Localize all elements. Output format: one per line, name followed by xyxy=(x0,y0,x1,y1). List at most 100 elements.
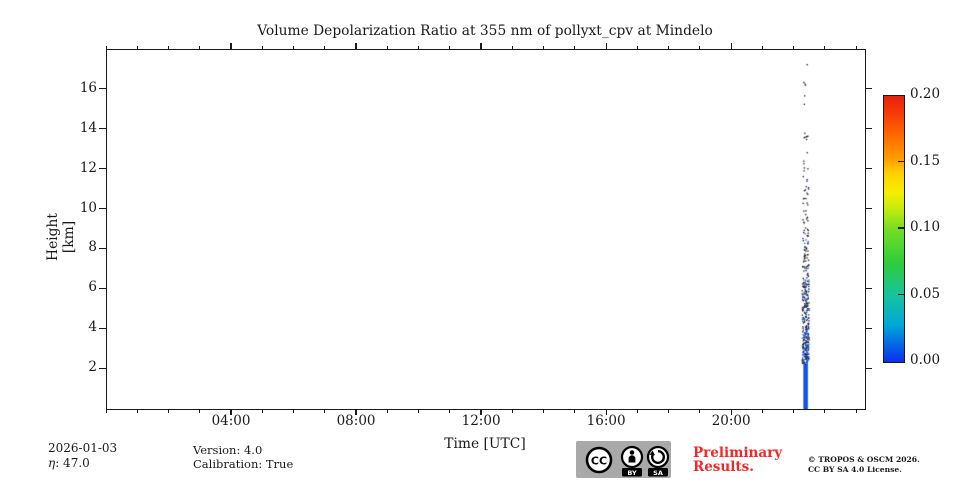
x-minor-tick xyxy=(511,409,513,413)
y-major-tick-right xyxy=(865,287,872,289)
preliminary-results-label: Preliminary Results. xyxy=(693,445,783,475)
x-major-tick-top xyxy=(730,43,732,49)
y-major-tick xyxy=(99,128,106,130)
date-label: 2026-01-03 xyxy=(48,441,118,455)
x-minor-tick xyxy=(668,409,670,413)
colorbar-tick xyxy=(898,160,905,163)
copyright-line-2: CC BY SA 4.0 License. xyxy=(808,464,902,474)
x-minor-tick xyxy=(136,409,138,413)
x-minor-tick xyxy=(199,409,201,413)
x-minor-tick xyxy=(324,409,326,413)
depol-data-strip xyxy=(107,50,865,409)
x-major-tick xyxy=(355,409,357,415)
y-tick-label: 16 xyxy=(79,79,97,96)
colorbar-tick-label: 0.20 xyxy=(910,86,941,102)
eta-value: : 47.0 xyxy=(55,456,90,470)
cc-by-sa-icon: CC BY SA xyxy=(585,445,670,477)
x-tick-label: 08:00 xyxy=(336,413,376,429)
colorbar-tick xyxy=(898,227,905,229)
eta-symbol: η xyxy=(48,456,56,470)
x-minor-tick xyxy=(761,409,763,413)
x-tick-label: 16:00 xyxy=(586,413,626,429)
x-minor-tick-top xyxy=(855,45,857,49)
x-minor-tick-top xyxy=(105,45,107,49)
x-minor-tick xyxy=(824,409,826,413)
x-tick-label: 12:00 xyxy=(461,413,501,429)
colorbar-tick-label: 0.10 xyxy=(910,219,941,235)
x-minor-tick-top xyxy=(824,45,826,49)
y-major-tick xyxy=(99,207,106,210)
x-minor-tick-top xyxy=(449,45,451,49)
x-minor-tick xyxy=(636,409,638,413)
calibration-label: Calibration: True xyxy=(193,457,294,471)
y-major-tick-right xyxy=(865,327,872,329)
y-tick-label: 8 xyxy=(88,239,97,256)
copyright-label: © TROPOS & OSCM 2026. CC BY SA 4.0 Licen… xyxy=(808,455,920,474)
y-major-tick xyxy=(99,88,106,90)
svg-text:SA: SA xyxy=(653,469,663,477)
x-major-tick xyxy=(605,409,607,415)
y-major-tick-right xyxy=(865,207,872,210)
x-minor-tick xyxy=(261,409,263,413)
y-tick-label: 6 xyxy=(88,279,97,296)
x-major-tick-top xyxy=(480,43,482,49)
colorbar-tick xyxy=(898,293,905,296)
colorbar-tick-label: 0.15 xyxy=(910,152,941,169)
x-minor-tick-top xyxy=(168,45,169,49)
x-minor-tick xyxy=(793,409,795,413)
x-minor-tick xyxy=(105,409,107,413)
x-minor-tick xyxy=(386,409,388,413)
x-minor-tick-top xyxy=(293,45,295,49)
x-minor-tick-top xyxy=(418,45,420,49)
x-minor-tick-top xyxy=(261,45,263,49)
x-minor-tick-top xyxy=(136,45,138,49)
x-minor-tick xyxy=(543,409,545,413)
y-tick-label: 10 xyxy=(79,199,97,216)
cc-by-sa-badge: CC BY SA xyxy=(576,441,671,478)
colorbar xyxy=(883,95,905,363)
y-major-tick xyxy=(99,367,106,369)
x-tick-label: 04:00 xyxy=(211,413,251,429)
x-minor-tick-top xyxy=(699,45,701,49)
x-minor-tick xyxy=(699,409,701,413)
eta-calibration-factor: η: 47.0 xyxy=(48,456,90,470)
x-major-tick xyxy=(480,409,482,415)
y-major-tick xyxy=(99,287,106,289)
x-minor-tick xyxy=(574,409,576,413)
x-major-tick xyxy=(230,409,232,415)
copyright-line-1: © TROPOS & OSCM 2026. xyxy=(808,455,920,464)
x-minor-tick-top xyxy=(543,45,545,49)
colorbar-tick-label: 0.00 xyxy=(910,352,941,368)
y-major-tick-right xyxy=(865,168,872,170)
version-label: Version: 4.0 xyxy=(193,443,263,457)
x-minor-tick xyxy=(449,409,451,413)
x-minor-tick-top xyxy=(668,45,670,49)
x-major-tick-top xyxy=(230,43,232,49)
x-major-tick-top xyxy=(605,43,607,49)
y-tick-label: 14 xyxy=(79,119,97,136)
x-minor-tick-top xyxy=(636,45,638,49)
y-major-tick-right xyxy=(865,247,872,250)
x-minor-tick-top xyxy=(199,45,201,49)
x-minor-tick-top xyxy=(511,45,513,49)
x-tick-label: 20:00 xyxy=(711,413,751,429)
colorbar-tick-label: 0.05 xyxy=(910,285,941,302)
x-minor-tick-top xyxy=(386,45,388,49)
y-major-tick xyxy=(99,247,106,250)
x-minor-tick-top xyxy=(793,45,795,49)
y-tick-label: 2 xyxy=(88,359,97,376)
x-minor-tick xyxy=(293,409,295,413)
x-major-tick xyxy=(730,409,732,415)
y-tick-label: 4 xyxy=(88,319,97,336)
x-minor-tick-top xyxy=(574,45,576,49)
svg-text:BY: BY xyxy=(627,469,637,477)
y-major-tick xyxy=(99,168,106,170)
x-axis-label: Time [UTC] xyxy=(444,436,526,452)
x-minor-tick xyxy=(168,409,169,413)
x-minor-tick-top xyxy=(761,45,763,49)
svg-text:CC: CC xyxy=(591,455,607,468)
y-major-tick xyxy=(99,327,106,329)
x-minor-tick xyxy=(418,409,420,413)
x-minor-tick xyxy=(855,409,857,413)
